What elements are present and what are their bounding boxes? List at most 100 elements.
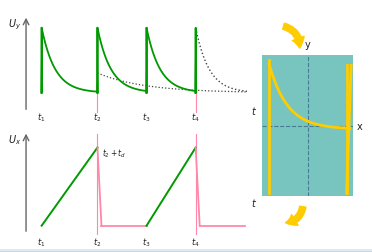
Bar	[0, 250, 372, 251]
Bar	[0, 251, 372, 252]
Bar	[0, 250, 372, 251]
Bar	[0, 249, 372, 251]
Bar	[0, 250, 372, 251]
Bar	[0, 250, 372, 251]
Bar	[0, 250, 372, 251]
Bar	[0, 250, 372, 251]
Bar	[0, 250, 372, 251]
Bar	[0, 250, 372, 251]
Bar	[0, 250, 372, 251]
Bar	[0, 250, 372, 251]
Text: $t_4$: $t_4$	[191, 111, 200, 124]
Bar	[0, 250, 372, 251]
Bar	[0, 250, 372, 251]
Bar	[0, 250, 372, 251]
Bar	[0, 250, 372, 251]
Bar	[0, 250, 372, 252]
Bar	[0, 251, 372, 252]
Bar	[0, 249, 372, 251]
Bar	[0, 250, 372, 251]
Bar	[0, 250, 372, 252]
Bar	[0, 250, 372, 251]
Bar	[0, 249, 372, 251]
Bar	[0, 250, 372, 251]
Bar	[0, 250, 372, 251]
Bar	[0, 249, 372, 251]
Bar	[0, 250, 372, 251]
Bar	[0, 250, 372, 251]
Bar	[0, 250, 372, 251]
Bar	[0, 251, 372, 252]
Bar	[0, 250, 372, 252]
Bar	[0, 250, 372, 252]
Bar	[0, 250, 372, 251]
Bar	[0, 251, 372, 252]
Bar	[0, 250, 372, 252]
Bar	[0, 250, 372, 251]
Bar	[0, 250, 372, 252]
Bar	[0, 250, 372, 251]
Bar	[0, 249, 372, 251]
Bar	[0, 250, 372, 251]
Bar	[0, 250, 372, 251]
Bar	[0, 249, 372, 251]
Text: $t_3$: $t_3$	[142, 111, 151, 124]
Bar	[0, 250, 372, 251]
Bar	[0, 250, 372, 252]
Bar	[0, 250, 372, 251]
Bar	[0, 250, 372, 252]
Bar	[0, 250, 372, 252]
Bar	[0, 250, 372, 251]
Bar	[0, 251, 372, 252]
Bar	[0, 250, 372, 252]
Bar	[0, 250, 372, 252]
Bar	[0, 250, 372, 251]
Bar	[0, 251, 372, 252]
Bar	[0, 250, 372, 252]
Bar	[0, 250, 372, 251]
Bar	[0, 250, 372, 252]
Bar	[0, 250, 372, 252]
Bar	[0, 250, 372, 251]
Bar	[0, 250, 372, 251]
Bar	[0, 250, 372, 251]
Bar	[0, 250, 372, 252]
Bar	[0, 250, 372, 251]
Bar	[0, 250, 372, 252]
Text: $t_3$: $t_3$	[142, 235, 151, 248]
Bar	[0, 250, 372, 251]
Bar	[0, 250, 372, 251]
Bar	[0, 250, 372, 251]
Bar	[0, 251, 372, 252]
Bar	[0, 250, 372, 251]
Bar	[0, 250, 372, 252]
Text: $U_x$: $U_x$	[9, 133, 22, 147]
Bar	[0, 251, 372, 252]
Bar	[0, 250, 372, 252]
Bar	[0, 249, 372, 251]
Bar	[0, 250, 372, 251]
Bar	[0, 250, 372, 251]
Bar	[0, 250, 372, 252]
Bar	[0, 250, 372, 251]
Bar	[0, 251, 372, 252]
Bar	[0, 251, 372, 252]
Bar	[0, 250, 372, 251]
Bar	[0, 250, 372, 251]
Text: $t_2+t_d$: $t_2+t_d$	[102, 147, 127, 160]
Bar	[0, 250, 372, 251]
Bar	[0, 250, 372, 251]
Bar	[0, 250, 372, 251]
Bar	[0, 251, 372, 252]
Bar	[0, 250, 372, 252]
Bar	[0, 250, 372, 251]
Bar	[0, 250, 372, 251]
Bar	[0, 249, 372, 251]
Text: y: y	[305, 40, 311, 50]
Bar	[0, 250, 372, 252]
Bar	[0, 250, 372, 251]
Bar	[0, 250, 372, 251]
Bar	[0, 249, 372, 251]
Bar	[0, 250, 372, 251]
Bar	[0, 251, 372, 252]
